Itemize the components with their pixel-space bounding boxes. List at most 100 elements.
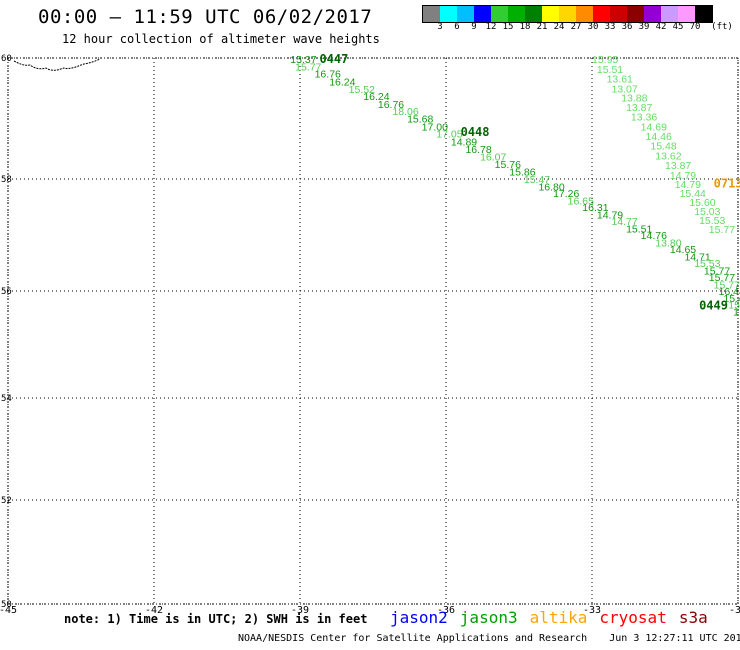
credit-text: NOAA/NESDIS Center for Satellite Applica… xyxy=(238,633,588,644)
lat-tick-label: 58 xyxy=(1,175,12,185)
swh-value-label: 15.48 xyxy=(650,141,676,153)
color-swatch xyxy=(678,6,695,22)
color-scale-tick-label: 12 xyxy=(485,22,497,32)
color-scale-tick-label: 70 xyxy=(689,22,701,32)
color-scale-tick-label: 15 xyxy=(502,22,514,32)
swh-value-label: 13.87 xyxy=(626,102,652,114)
swh-value-label: 15 xyxy=(728,299,740,311)
generated-timestamp: Jun 3 12:27:11 UTC 2017 xyxy=(609,633,740,644)
color-scale-tick-label: 18 xyxy=(519,22,531,32)
swh-value-label: 15.51 xyxy=(597,64,623,76)
color-swatch xyxy=(593,6,610,22)
legend-item-jason3: jason3 xyxy=(459,608,518,627)
swh-value-label: 15.77 xyxy=(714,279,740,291)
color-scale-tick-label: 21 xyxy=(536,22,548,32)
swh-value-label: 14.77 xyxy=(611,216,637,228)
swh-value-label: 17.26 xyxy=(553,188,579,200)
color-scale-tick-label: 24 xyxy=(553,22,565,32)
color-scale-tick-label: 33 xyxy=(604,22,616,32)
color-scale-tick-label: 30 xyxy=(587,22,599,32)
swh-value-label: 15.77 xyxy=(709,224,735,236)
swh-value-label: 13.87 xyxy=(665,160,691,172)
swh-value-label: 17.05 xyxy=(436,129,462,141)
lat-tick-label: 50 xyxy=(1,600,12,610)
swh-value-label: 14.89 xyxy=(451,136,477,148)
swh-value-label: 15.4 xyxy=(723,293,740,305)
color-swatch xyxy=(423,6,440,22)
credit-footer: NOAA/NESDIS Center for Satellite Applica… xyxy=(238,633,740,644)
swh-value-label: 16.24 xyxy=(329,77,355,89)
swh-value-label: 17.00 xyxy=(422,121,448,133)
swh-value-label: 15.76 xyxy=(495,159,521,171)
pass-time-label: 0713 xyxy=(714,176,740,190)
swh-value-label: 16.44 xyxy=(719,286,740,298)
color-scale-tick-label: 36 xyxy=(621,22,633,32)
swh-value-label: 16.07 xyxy=(480,152,506,164)
lat-tick-label: 60 xyxy=(1,54,12,64)
swh-value-label: 14.76 xyxy=(641,230,667,242)
color-swatch xyxy=(644,6,661,22)
page-title: 00:00 – 11:59 UTC 06/02/2017 xyxy=(38,6,373,28)
swh-value-label: 14.65 xyxy=(670,244,696,256)
swh-value-label: 15.95 xyxy=(592,54,618,66)
swh-value-label: 15.77 xyxy=(709,272,735,284)
color-swatch xyxy=(661,6,678,22)
color-swatch xyxy=(559,6,576,22)
color-scale-tick-label: 3 xyxy=(437,22,443,32)
color-scale-tick-label: 42 xyxy=(655,22,667,32)
swh-value-label: 14.79 xyxy=(675,179,701,191)
swh-value-label: 13.61 xyxy=(607,74,633,86)
swh-value-label: 15.47 xyxy=(524,174,550,186)
swh-value-label: 15.44 xyxy=(680,188,706,200)
swh-value-label: 16.76 xyxy=(378,99,404,111)
color-swatch xyxy=(440,6,457,22)
swh-value-label: 18.06 xyxy=(392,106,418,118)
color-swatch xyxy=(695,6,712,22)
color-swatch xyxy=(542,6,559,22)
pass-time-label: 0449 xyxy=(699,298,728,312)
swh-value-label: 15.03 xyxy=(694,206,720,218)
lat-tick-label: 54 xyxy=(1,394,12,404)
satellite-legend: jason2 jason3 altika cryosat s3a xyxy=(390,608,720,627)
color-scale-tick-label: 39 xyxy=(638,22,650,32)
color-scale-tick-label: 9 xyxy=(471,22,477,32)
swh-value-label: 16.80 xyxy=(538,181,564,193)
swh-value-label: 14.79 xyxy=(670,170,696,182)
color-scale-tick-label: 6 xyxy=(454,22,460,32)
lat-tick-label: 56 xyxy=(1,287,12,297)
units-note: note: 1) Time is in UTC; 2) SWH is in fe… xyxy=(64,612,368,626)
swh-value-label: 1 xyxy=(733,306,739,318)
lat-tick-label: 52 xyxy=(1,496,12,506)
lon-tick-label: -42 xyxy=(145,605,163,616)
coastline xyxy=(13,58,101,71)
swh-value-label: 13.80 xyxy=(655,237,681,249)
legend-item-cryosat: cryosat xyxy=(599,608,667,627)
color-swatch xyxy=(508,6,525,22)
color-swatch xyxy=(457,6,474,22)
swh-value-label: 15.37 xyxy=(290,54,316,66)
page-subtitle: 12 hour collection of altimeter wave hei… xyxy=(62,32,380,46)
swh-color-scale xyxy=(422,5,713,23)
swh-value-label: 13.88 xyxy=(621,92,647,104)
lon-tick-label: -33 xyxy=(583,605,601,616)
swh-value-label: 14.46 xyxy=(646,131,672,143)
color-scale-tick-label: 45 xyxy=(672,22,684,32)
swh-value-label: 16.24 xyxy=(363,91,389,103)
color-swatch xyxy=(474,6,491,22)
swh-value-label: 15.51 xyxy=(626,223,652,235)
swh-value-label: 15.68 xyxy=(407,114,433,126)
legend-item-altika: altika xyxy=(529,608,588,627)
swh-value-label: 15.53 xyxy=(694,258,720,270)
color-swatch xyxy=(491,6,508,22)
color-swatch xyxy=(576,6,593,22)
lon-tick-label: -39 xyxy=(291,605,309,616)
lon-tick-label: -30 xyxy=(729,605,740,616)
swh-value-label: 13.36 xyxy=(631,112,657,124)
swh-value-label: 15.77 xyxy=(295,61,321,73)
swh-value-label: 15.60 xyxy=(689,197,715,209)
color-scale-unit: (ft) xyxy=(711,22,733,32)
swh-value-label: 13.07 xyxy=(611,83,637,95)
swh-value-label: 14.69 xyxy=(641,121,667,133)
swh-value-label: 16.78 xyxy=(465,144,491,156)
